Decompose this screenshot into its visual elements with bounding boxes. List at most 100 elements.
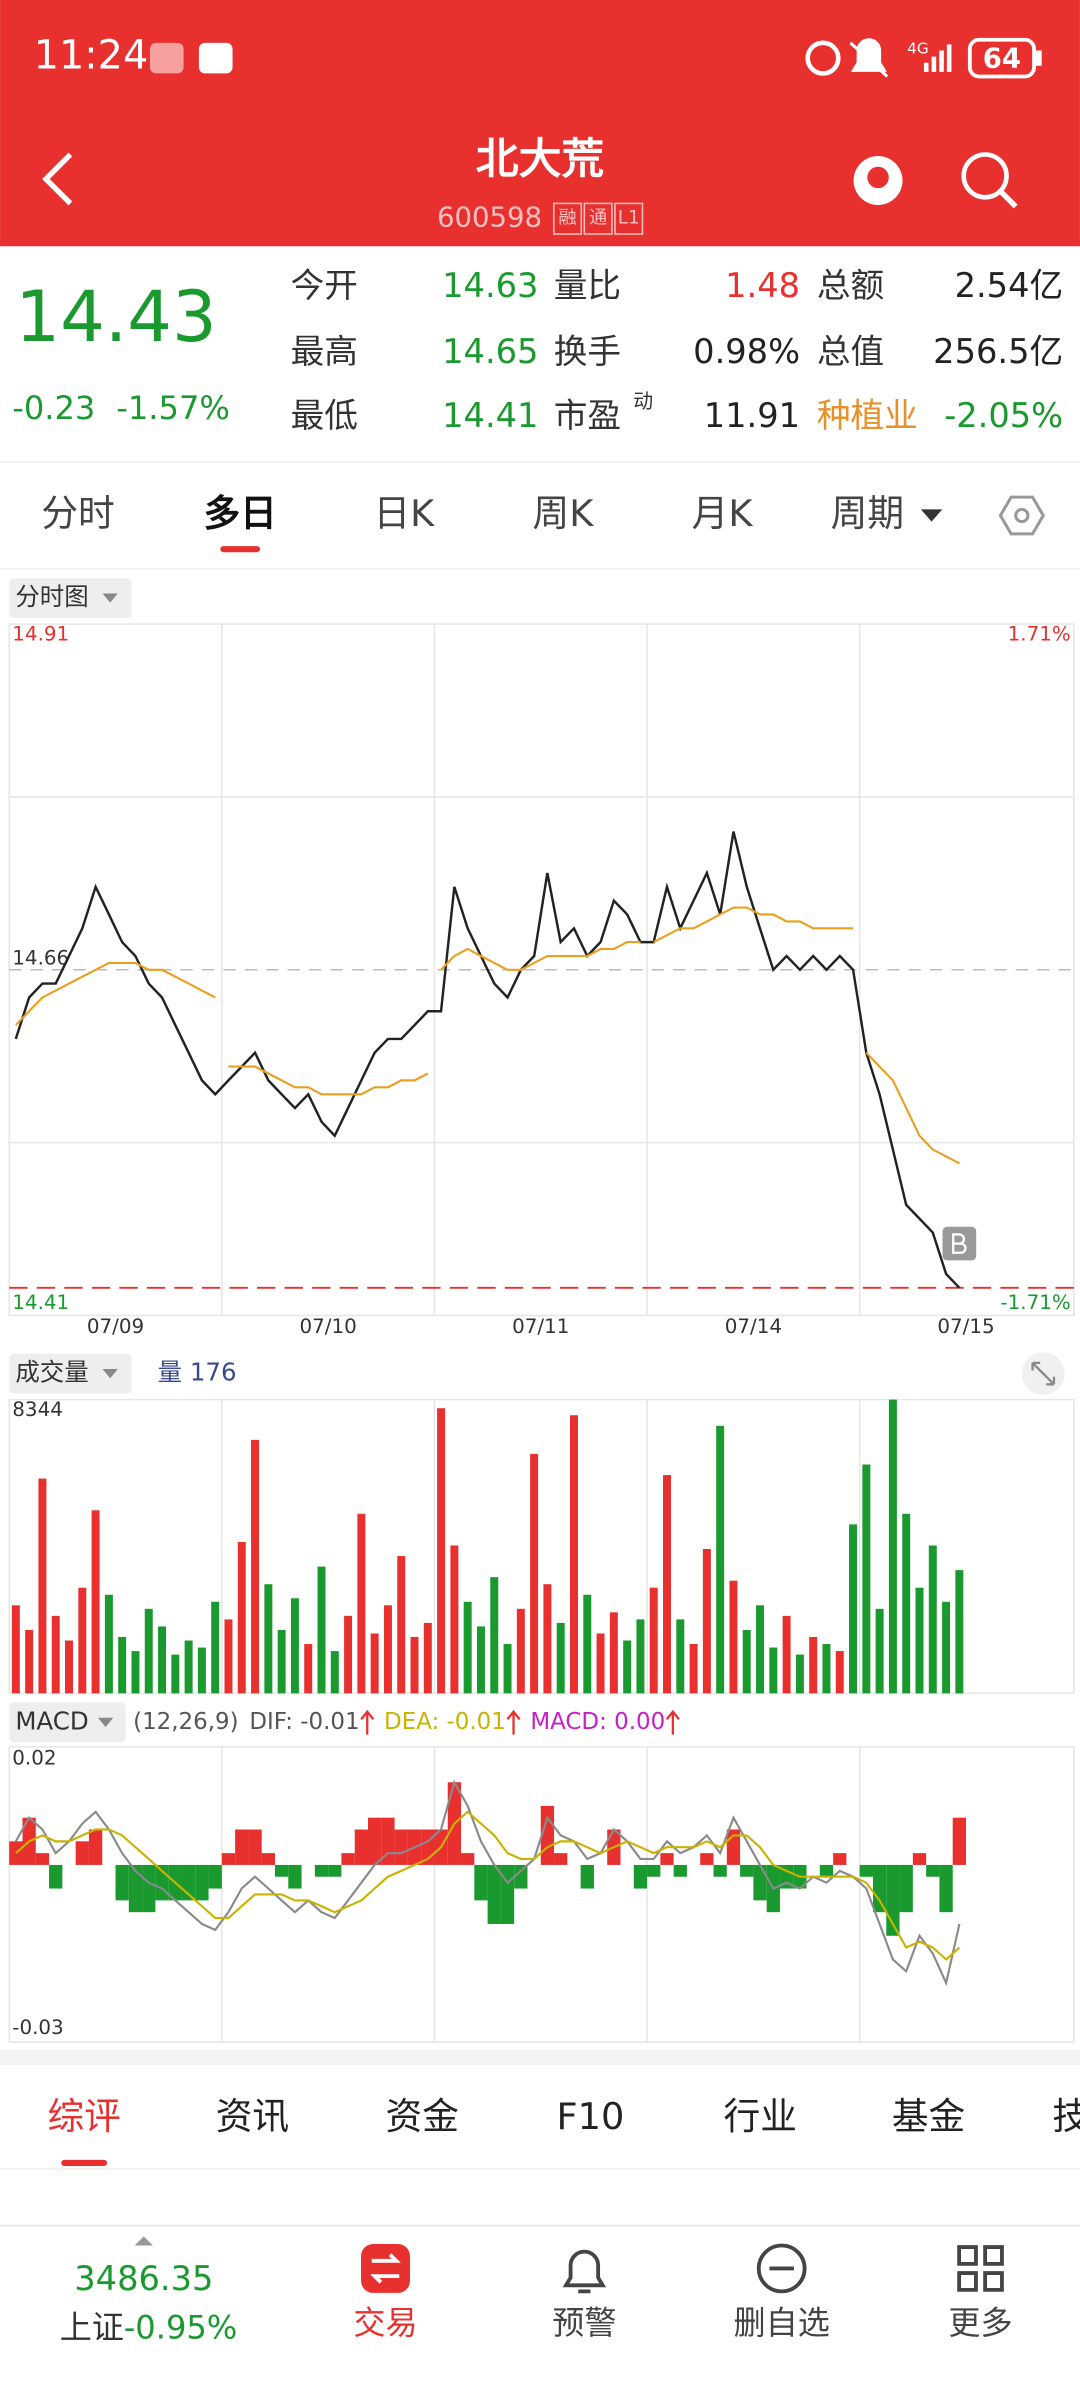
chart-frame [8, 1398, 1075, 1695]
macd-bar [926, 1864, 940, 1877]
back-button[interactable] [42, 152, 73, 206]
badge [614, 202, 644, 235]
volume-bar [676, 1619, 685, 1694]
bottom-tab[interactable]: F10 [557, 2095, 625, 2138]
dropdown-arrow [102, 1369, 118, 1379]
tab[interactable]: 多日 [203, 492, 276, 535]
chart-dropdown[interactable] [9, 578, 132, 618]
macd-bar [487, 1864, 501, 1924]
nav-label[interactable]: 删自选 [734, 2304, 830, 2342]
volume-bar [556, 1622, 565, 1694]
alarm-icon [805, 40, 841, 76]
macd-bar [75, 1841, 89, 1865]
volume-bar [423, 1622, 432, 1694]
volume-bar [609, 1612, 618, 1694]
volume-bar [570, 1415, 578, 1694]
volume-bar [636, 1619, 645, 1694]
volume-bar [663, 1475, 671, 1694]
volume-bar [131, 1651, 140, 1694]
macd-bar [394, 1829, 408, 1865]
volume-bar [330, 1651, 339, 1694]
volume-bar [809, 1636, 818, 1694]
stock-name: 北大荒 [476, 135, 604, 185]
nav-label[interactable]: 交易 [353, 2304, 417, 2342]
y2-tick-label: 1.71% [1008, 622, 1071, 645]
dropdown-arrow [97, 1717, 114, 1727]
y-tick-label: 14.41 [12, 1291, 69, 1314]
nav-label[interactable]: 更多 [948, 2304, 1012, 2342]
macd-bar [952, 1817, 967, 1865]
macd-bar [195, 1864, 209, 1901]
volume-bar [104, 1594, 113, 1694]
macd-dropdown[interactable] [9, 1702, 126, 1743]
tab[interactable]: 周期 [831, 492, 904, 535]
volume-bar [65, 1640, 74, 1694]
macd-bar [514, 1864, 528, 1889]
macd-bar [660, 1853, 674, 1865]
volume-bar [237, 1541, 246, 1694]
stat-label: 种植业 [817, 396, 918, 435]
search-button[interactable] [961, 152, 1009, 200]
macd-bar [328, 1864, 342, 1877]
bottom-tab[interactable]: 综评 [47, 2095, 120, 2138]
remove-icon[interactable] [756, 2243, 807, 2294]
tab[interactable]: 分时 [41, 492, 114, 535]
up-arrow [665, 1709, 680, 1735]
volume-bar [317, 1566, 326, 1694]
volume-bar [118, 1636, 127, 1694]
index-change: -0.95% [124, 2309, 238, 2347]
stat-value: 0.98% [693, 332, 800, 371]
macd-bar [354, 1829, 369, 1865]
macd-bar [500, 1864, 515, 1924]
volume-bar [689, 1644, 698, 1694]
tab[interactable]: 周K [533, 492, 595, 535]
macd-bar [288, 1864, 302, 1889]
current-volume: 量 176 [158, 1358, 237, 1387]
up-arrow [360, 1709, 375, 1735]
volume-bar [290, 1598, 299, 1694]
average-line [653, 906, 854, 944]
volume-bar [490, 1577, 499, 1694]
macd-bar [859, 1864, 873, 1877]
macd-bar [208, 1864, 222, 1889]
volume-bar [742, 1629, 751, 1694]
bottom-tab[interactable]: 资金 [386, 2095, 459, 2138]
macd-bar [713, 1864, 727, 1877]
settings-button[interactable] [998, 495, 1046, 536]
signal-icon [923, 44, 952, 72]
stat-sup: 动 [633, 390, 653, 413]
macd-bar [221, 1853, 236, 1865]
volume-bar [476, 1626, 485, 1694]
volume-bar [716, 1425, 725, 1694]
volume-bar [357, 1513, 366, 1694]
alert-icon[interactable] [562, 2249, 607, 2294]
stat-label: 最高 [291, 332, 358, 371]
bottom-tab[interactable]: 资讯 [216, 2095, 289, 2138]
trade-icon[interactable] [361, 2243, 410, 2293]
stat-value: 11.91 [704, 396, 800, 435]
volume-bar [822, 1644, 831, 1694]
stat-value: 2.54亿 [955, 266, 1064, 305]
macd-label: MACD [15, 1706, 88, 1735]
volume-bar [91, 1510, 100, 1694]
bottom-tab[interactable]: 行业 [724, 2095, 797, 2138]
volume-bar [158, 1626, 167, 1694]
tab[interactable]: 日K [373, 492, 435, 535]
volume-bar [888, 1399, 897, 1694]
nav-label[interactable]: 预警 [552, 2304, 616, 2342]
volume-bar [463, 1601, 472, 1694]
index-value[interactable]: 3486.35 [74, 2259, 213, 2298]
volume-dropdown[interactable] [9, 1353, 132, 1394]
more-icon[interactable] [957, 2245, 1004, 2292]
macd-bar [554, 1853, 568, 1865]
settings-dot [1014, 507, 1030, 524]
volume-bar [543, 1584, 552, 1694]
bottom-tab[interactable]: 技 [1052, 2095, 1080, 2138]
volume-bar [184, 1640, 193, 1694]
bottom-tab[interactable]: 基金 [892, 2095, 965, 2138]
tab[interactable]: 月K [692, 492, 754, 535]
macd-bar [779, 1864, 794, 1889]
volume-bar [862, 1464, 871, 1694]
stat-value: 14.41 [442, 396, 538, 435]
